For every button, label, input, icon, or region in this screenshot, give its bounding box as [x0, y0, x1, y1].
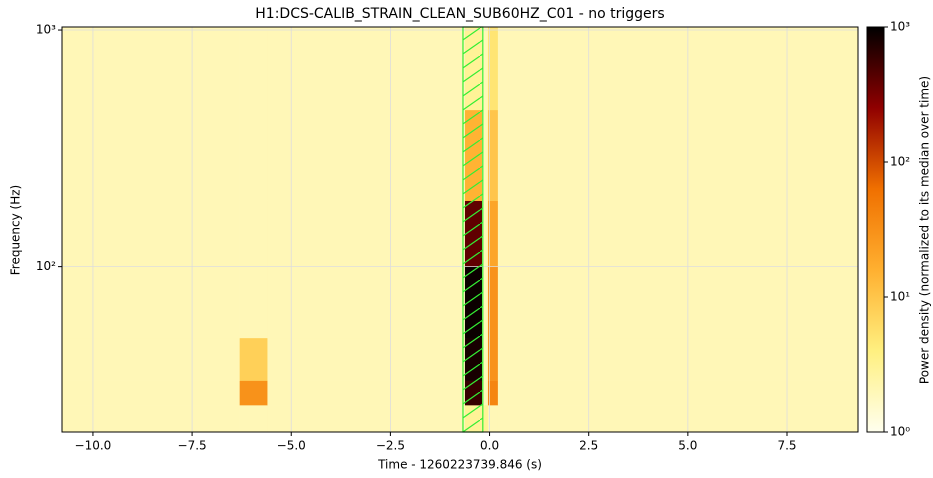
colorbar-tick-label: 10¹: [890, 290, 910, 304]
heat-cell: [487, 380, 499, 406]
colorbar-label: Power density (normalized to its median …: [918, 76, 932, 384]
heat-cell: [62, 27, 240, 111]
x-tick-label: −2.5: [376, 439, 405, 453]
heat-cell: [482, 266, 489, 339]
x-tick-label: 0.0: [480, 439, 499, 453]
heat-cell: [267, 266, 466, 339]
heat-cell: [482, 337, 489, 381]
heat-cell: [487, 109, 499, 201]
heat-cell: [62, 200, 240, 267]
heat-cell: [62, 337, 240, 381]
heat-cell: [487, 266, 499, 339]
heat-cell: [482, 200, 489, 267]
highlight-span: [462, 26, 484, 433]
heat-cell: [497, 405, 859, 433]
chart-title: H1:DCS-CALIB_STRAIN_CLEAN_SUB60HZ_C01 - …: [255, 6, 664, 22]
heat-cell: [62, 380, 240, 406]
heat-cell: [487, 27, 499, 111]
heat-cell: [267, 200, 466, 267]
x-tick-label: 5.0: [678, 439, 697, 453]
heat-cell: [62, 266, 240, 339]
colorbar: [866, 26, 885, 433]
heat-cell: [267, 405, 466, 433]
heat-cell: [239, 109, 268, 201]
heat-cell: [239, 266, 268, 339]
y-axis-label: Frequency (Hz): [9, 185, 23, 276]
heat-cell: [497, 27, 859, 111]
heat-cell: [482, 27, 489, 111]
colorbar-tick-label: 10³: [890, 20, 910, 34]
heat-cell: [267, 27, 466, 111]
heat-cell: [267, 380, 466, 406]
heat-cell: [482, 380, 489, 406]
x-tick-label: 2.5: [579, 439, 598, 453]
heat-cell: [482, 109, 489, 201]
heat-cell: [497, 109, 859, 201]
heat-cell: [267, 337, 466, 381]
heat-cell: [239, 337, 268, 381]
heat-cell: [239, 200, 268, 267]
x-tick-label: −10.0: [75, 439, 112, 453]
y-tick-label: 10³: [36, 23, 56, 37]
heat-cell: [267, 109, 466, 201]
heat-cell: [239, 405, 268, 433]
heat-cell: [482, 405, 489, 433]
heat-cell: [497, 200, 859, 267]
x-axis-label: Time - 1260223739.846 (s): [377, 458, 542, 472]
heat-cell: [62, 405, 240, 433]
heat-cell: [487, 405, 499, 433]
y-tick-label: 10²: [36, 259, 56, 273]
x-tick-label: −7.5: [178, 439, 207, 453]
plot-frame: [61, 26, 859, 433]
heat-cell: [487, 200, 499, 267]
x-tick-label: 7.5: [777, 439, 796, 453]
heat-cell: [487, 337, 499, 381]
heat-cell: [62, 109, 240, 201]
colorbar-tick-label: 10⁰: [890, 425, 910, 439]
heat-cell: [239, 380, 268, 406]
heat-cell: [497, 380, 859, 406]
colorbar-tick-label: 10²: [890, 155, 910, 169]
x-tick-label: −5.0: [277, 439, 306, 453]
heat-cell: [497, 266, 859, 339]
heat-cell: [497, 337, 859, 381]
heat-cell: [239, 27, 268, 111]
